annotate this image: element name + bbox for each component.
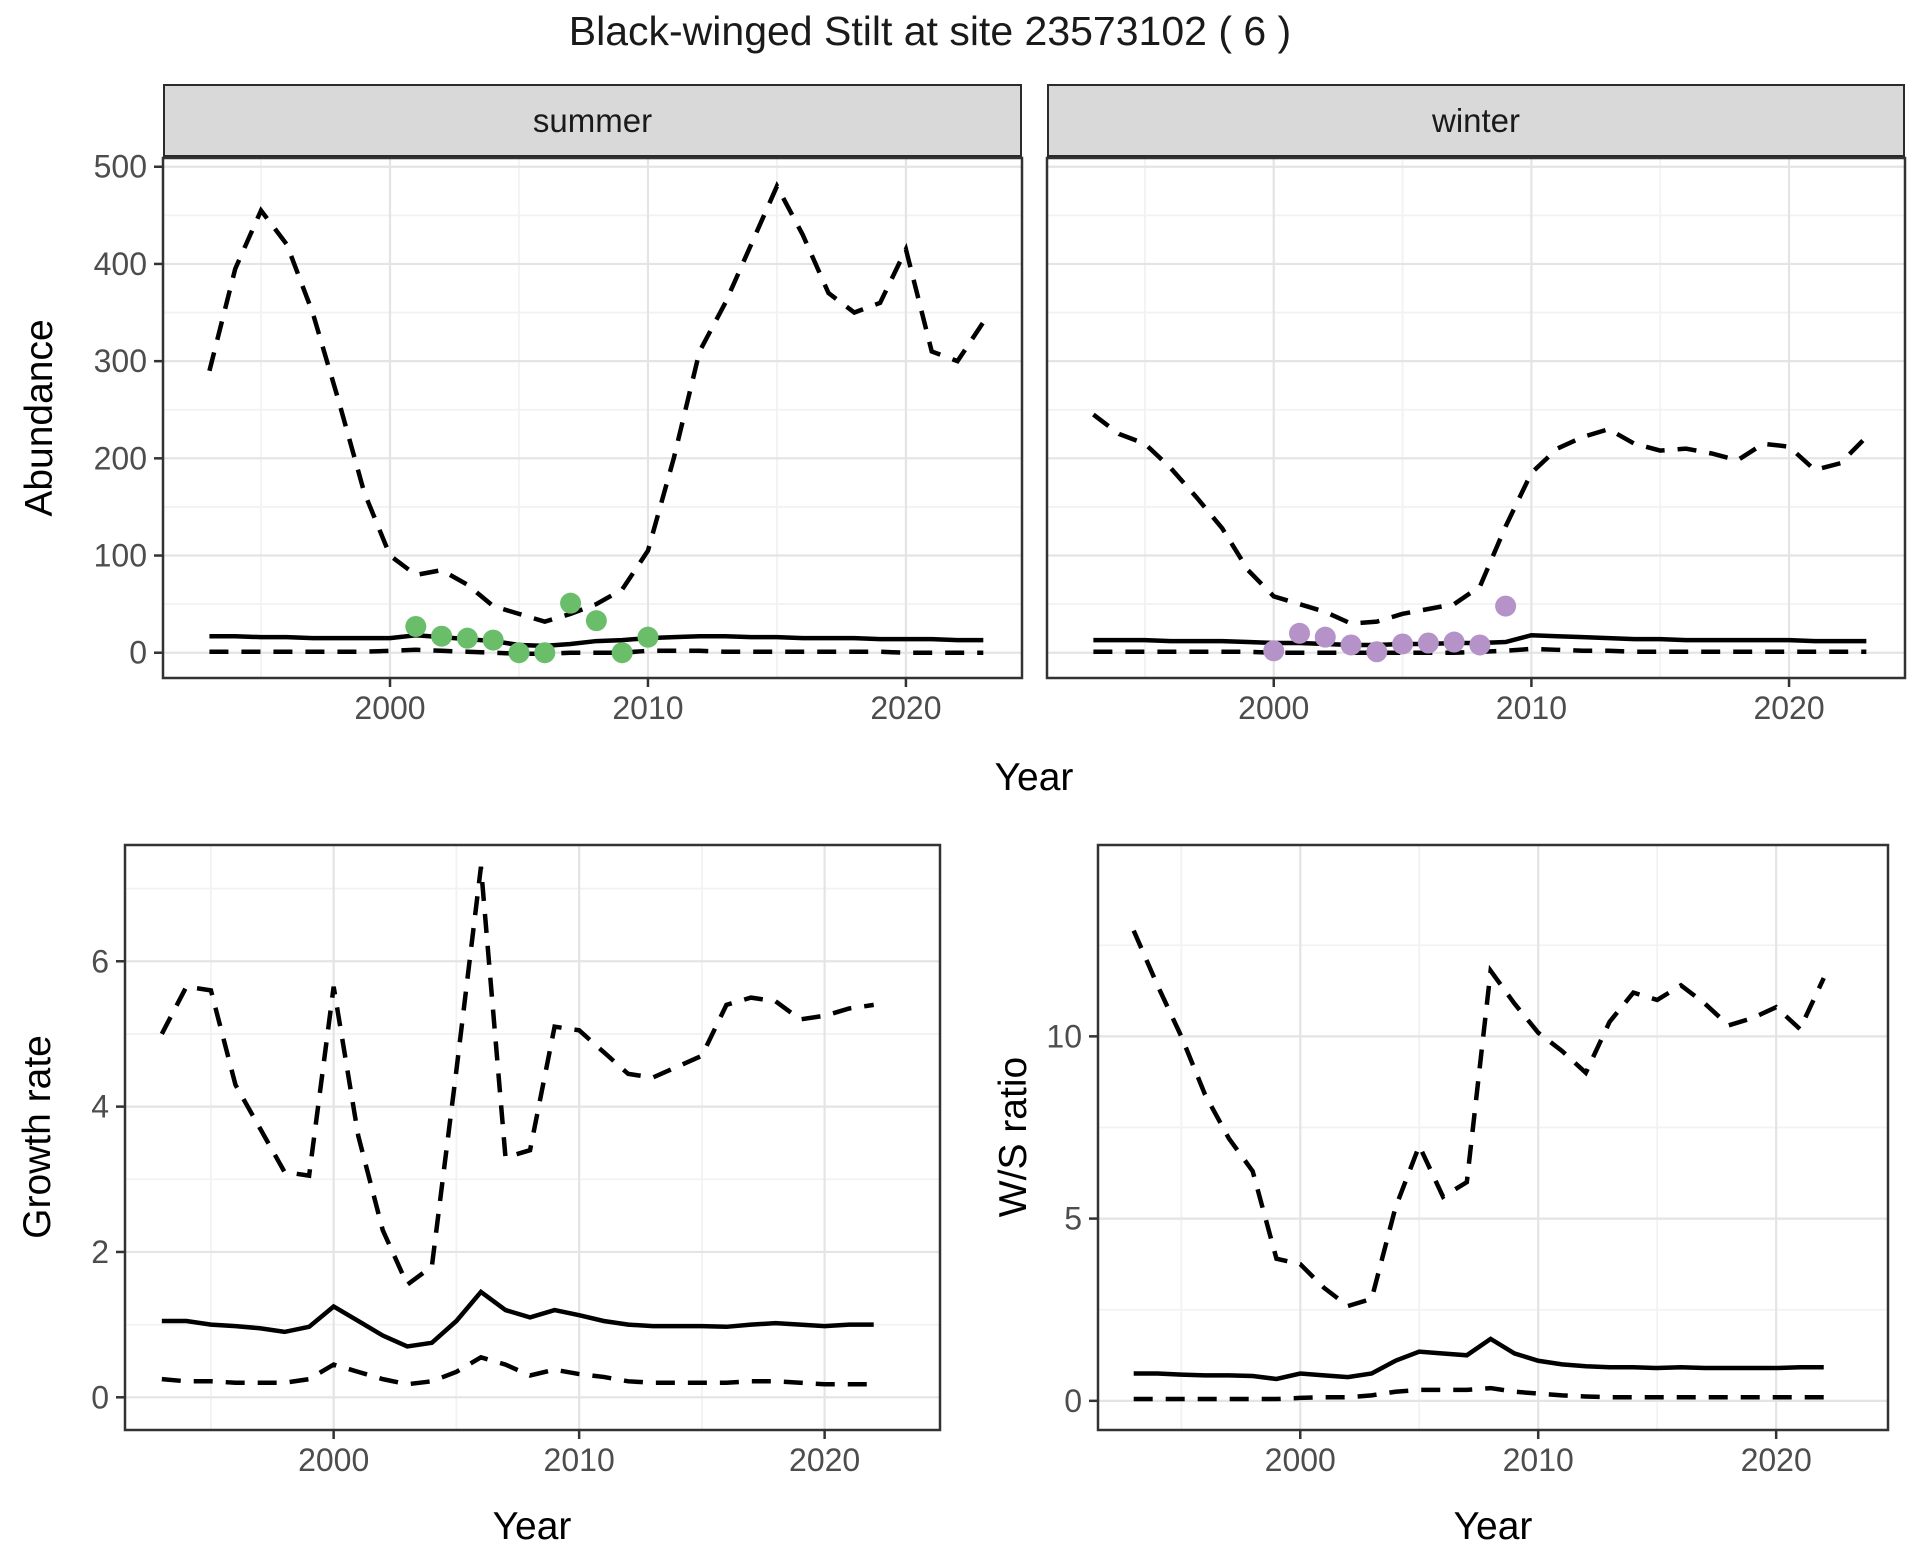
winter-upper-ci-line — [1092, 412, 1868, 626]
growth-rate-upper-ci-line — [159, 866, 875, 1289]
w-s-ratio-lower-ci-line — [1133, 1385, 1824, 1402]
observed-winter-counts — [1314, 626, 1336, 648]
observed-summer-counts — [637, 626, 659, 648]
summer-panel-border — [161, 156, 1024, 680]
observed-summer-counts — [482, 629, 504, 651]
observed-summer-counts — [405, 615, 427, 637]
growth-rate-lower-ci-line — [161, 1354, 874, 1387]
y-tick-label: 10 — [1046, 1018, 1082, 1054]
y-tick-label: 0 — [91, 1379, 109, 1415]
observed-winter-counts — [1392, 633, 1414, 655]
observed-summer-counts — [508, 642, 530, 664]
x-tick-label: 2020 — [789, 1442, 860, 1478]
top-year-axis-title: Year — [994, 756, 1074, 799]
x-tick-label: 2020 — [1753, 690, 1824, 726]
growth-rate-panel-border — [123, 843, 942, 1432]
y-tick-label: 4 — [91, 1089, 109, 1125]
y-tick-label: 500 — [94, 149, 147, 185]
w-s-ratio-median-line — [1133, 1336, 1824, 1382]
summer-median-line — [209, 632, 984, 649]
facet-strip-winter: winter — [1047, 84, 1905, 157]
x-tick-label: 2010 — [1503, 1442, 1574, 1478]
facet-label-summer: summer — [532, 101, 653, 139]
observed-winter-counts — [1495, 595, 1517, 617]
summer-upper-ci-line — [207, 181, 986, 624]
y-tick-label: 400 — [94, 246, 147, 282]
observed-winter-counts — [1366, 641, 1388, 663]
observed-summer-counts — [431, 625, 453, 647]
y-tick-label: 2 — [91, 1234, 109, 1270]
facet-strip-summer: summer — [163, 84, 1022, 157]
y-tick-label: 300 — [94, 343, 147, 379]
observed-winter-counts — [1443, 631, 1465, 653]
observed-winter-counts — [1469, 634, 1491, 656]
growth-rate-axis-title: Growth rate — [16, 1035, 59, 1239]
y-tick-label: 5 — [1064, 1201, 1082, 1237]
observed-summer-counts — [560, 592, 582, 614]
growth-rate-median-line — [161, 1288, 874, 1349]
observed-winter-counts — [1340, 634, 1362, 656]
x-tick-label: 2000 — [1265, 1442, 1336, 1478]
figure-title: Black-winged Stilt at site 23573102 ( 6 … — [568, 8, 1292, 54]
y-tick-label: 6 — [91, 943, 109, 979]
observed-winter-counts — [1263, 640, 1285, 662]
y-tick-label: 200 — [94, 440, 147, 476]
observed-winter-counts — [1289, 622, 1311, 644]
observed-summer-counts — [456, 627, 478, 649]
observed-summer-counts — [585, 610, 607, 632]
w-s-ratio-upper-ci-line — [1131, 929, 1826, 1309]
x-tick-label: 2010 — [612, 690, 683, 726]
w-s-ratio-panel-border — [1096, 843, 1890, 1432]
x-tick-label: 2010 — [544, 1442, 615, 1478]
x-tick-label: 2010 — [1496, 690, 1567, 726]
growth-rate-panel-background — [125, 845, 940, 1430]
x-tick-label: 2000 — [298, 1442, 369, 1478]
observed-summer-counts — [534, 642, 556, 664]
y-tick-label: 0 — [129, 635, 147, 671]
observed-summer-counts — [611, 642, 633, 664]
facet-label-winter: winter — [1431, 101, 1521, 139]
y-tick-label: 0 — [1064, 1383, 1082, 1419]
x-tick-label: 2000 — [354, 690, 425, 726]
growth-year-axis-title: Year — [492, 1505, 572, 1548]
y-tick-label: 100 — [94, 538, 147, 574]
x-tick-label: 2000 — [1238, 690, 1309, 726]
winter-panel-background — [1047, 158, 1905, 678]
x-tick-label: 2020 — [1741, 1442, 1812, 1478]
observed-winter-counts — [1417, 632, 1439, 654]
x-tick-label: 2020 — [870, 690, 941, 726]
ws-ratio-axis-title: W/S ratio — [992, 1056, 1035, 1218]
abundance-axis-title: Abundance — [18, 319, 61, 517]
ws-year-axis-title: Year — [1453, 1505, 1533, 1548]
summer-panel-background — [163, 158, 1022, 678]
winter-panel-border — [1045, 156, 1907, 680]
summer-lower-ci-line — [209, 647, 984, 656]
